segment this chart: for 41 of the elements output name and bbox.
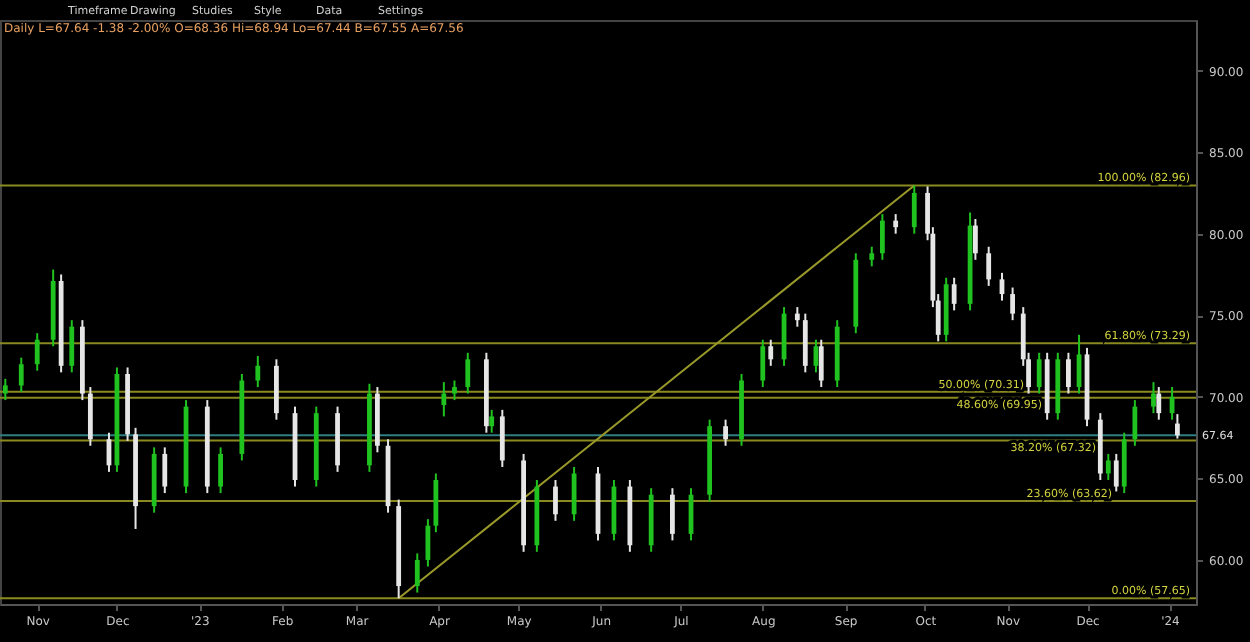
candlestick (162, 446, 168, 495)
candlestick (414, 552, 420, 594)
candlestick (893, 213, 899, 235)
candlestick (433, 472, 439, 534)
candlestick (452, 379, 457, 402)
candlestick (794, 306, 800, 328)
candlestick (869, 245, 875, 268)
candlestick (768, 338, 774, 367)
candlestick (986, 245, 992, 287)
candlestick (723, 418, 728, 447)
candlestick (2, 377, 8, 402)
candlestick (18, 356, 24, 393)
candlestick (973, 218, 978, 261)
candlestick (1066, 351, 1071, 395)
candlestick (34, 332, 40, 372)
candlestick (1105, 452, 1111, 482)
candlestick (1151, 381, 1156, 415)
candlestick (255, 355, 261, 389)
candlestick (951, 276, 957, 312)
candlestick (489, 408, 495, 434)
candlestick (499, 408, 505, 468)
candlestick (87, 386, 93, 447)
candlestick (1175, 413, 1180, 440)
candlestick (441, 381, 447, 418)
candlestick (1010, 286, 1016, 322)
candlestick (1132, 399, 1138, 447)
candlestick (670, 487, 675, 542)
candlestick (1036, 351, 1042, 395)
candlestick (818, 338, 824, 389)
candlestick (1113, 452, 1119, 493)
candlestick (879, 213, 885, 261)
candlestick (218, 446, 223, 495)
candlestick (465, 351, 471, 395)
candlestick (760, 338, 766, 389)
candlestick (69, 319, 75, 374)
candlestick (1121, 431, 1127, 495)
candlestick (911, 184, 917, 235)
candlestick (802, 312, 808, 374)
candlestick (274, 358, 279, 421)
candlestick (553, 479, 558, 522)
candlestick (1156, 386, 1162, 421)
